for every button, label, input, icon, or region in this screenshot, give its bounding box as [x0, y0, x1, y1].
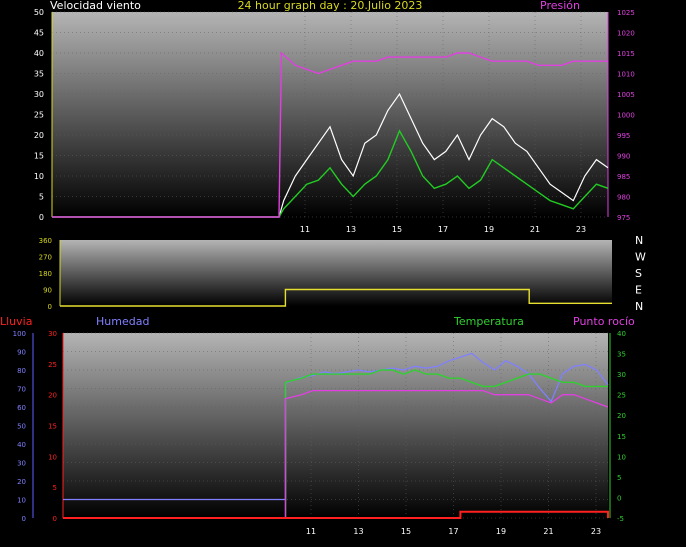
pressure-y-tick-label: 1010	[617, 71, 635, 79]
temperature-y-tick-label: 35	[617, 351, 626, 359]
temperature-label: Temperatura	[453, 315, 524, 328]
rain-y-tick-label: 10	[48, 453, 57, 461]
pressure-y-tick-label: 980	[617, 194, 630, 202]
wind-y-tick-label: 25	[34, 111, 44, 120]
direction-y-tick-label: 360	[39, 237, 52, 245]
temperature-y-tick-label: 10	[617, 453, 626, 461]
dewpoint-line	[63, 389, 609, 519]
wind-speed-label: Velocidad viento	[50, 0, 141, 12]
wind-x-tick-label: 15	[392, 225, 402, 234]
pressure-label: Presión	[540, 0, 580, 12]
rain-y-tick-label: 30	[48, 330, 57, 338]
climate-x-tick-label: 17	[448, 527, 458, 536]
wind-y-tick-label: 0	[39, 213, 44, 222]
pressure-y-tick-label: 1005	[617, 91, 635, 99]
compass-label: W	[635, 251, 646, 264]
direction-plot-area	[60, 240, 612, 306]
climate-x-tick-label: 21	[543, 527, 553, 536]
pressure-y-tick-label: 975	[617, 214, 630, 222]
wind-x-tick-label: 23	[576, 225, 586, 234]
direction-y-tick-label: 90	[43, 287, 52, 295]
wind-speed-line	[52, 92, 609, 218]
temperature-y-tick-label: 15	[617, 433, 626, 441]
direction-y-tick-label: 0	[48, 303, 52, 311]
humidity-y-tick-label: 10	[17, 497, 26, 505]
temperature-y-tick-label: 25	[617, 392, 626, 400]
temperature-y-tick-label: 20	[617, 412, 626, 420]
humidity-y-tick-label: 60	[17, 404, 26, 412]
pressure-y-tick-label: 1020	[617, 30, 635, 38]
pressure-y-tick-label: 1025	[617, 9, 635, 17]
wind-y-tick-label: 30	[34, 90, 44, 99]
humidity-y-tick-label: 90	[17, 349, 26, 357]
climate-x-tick-label: 13	[353, 527, 363, 536]
wind-y-tick-label: 40	[34, 49, 44, 58]
rain-y-tick-label: 20	[48, 392, 57, 400]
humidity-y-tick-label: 80	[17, 367, 26, 375]
humidity-y-tick-label: 0	[22, 515, 26, 523]
wind-y-tick-label: 35	[34, 70, 44, 79]
compass-label: N	[635, 300, 643, 313]
pressure-line	[52, 51, 608, 218]
temperature-line	[63, 369, 608, 519]
pressure-y-tick-label: 990	[617, 153, 630, 161]
humidity-y-tick-label: 100	[13, 330, 26, 338]
humidity-line	[63, 352, 609, 501]
wind-x-tick-label: 17	[438, 225, 448, 234]
compass-label: S	[635, 267, 642, 280]
humidity-y-tick-label: 50	[17, 423, 26, 431]
data-series	[52, 51, 612, 519]
wind-x-tick-label: 11	[300, 225, 310, 234]
humidity-y-tick-label: 30	[17, 460, 26, 468]
rain-line	[63, 510, 609, 519]
pressure-y-tick-label: 1015	[617, 50, 635, 58]
wind-y-tick-label: 10	[34, 172, 44, 181]
climate-x-tick-label: 19	[496, 527, 506, 536]
rain-y-tick-label: 15	[48, 423, 57, 431]
pressure-y-tick-label: 1000	[617, 112, 635, 120]
rain-y-tick-label: 0	[53, 515, 57, 523]
humidity-y-tick-label: 20	[17, 478, 26, 486]
climate-x-tick-label: 15	[401, 527, 411, 536]
climate-x-tick-label: 23	[591, 527, 601, 536]
compass-label: E	[635, 284, 642, 297]
pressure-y-tick-label: 995	[617, 132, 630, 140]
climate-x-tick-label: 11	[306, 527, 316, 536]
wind-x-tick-label: 21	[530, 225, 540, 234]
humidity-y-tick-label: 70	[17, 386, 26, 394]
wind-y-tick-label: 50	[34, 8, 44, 17]
humidity-label: Humedad	[96, 315, 149, 328]
wind-y-tick-label: 15	[34, 152, 44, 161]
chart-title: 24 hour graph day : 20.Julio 2023	[238, 0, 423, 12]
pressure-y-tick-label: 985	[617, 173, 630, 181]
tick-labels: 5045403530252015105010251020101510101005…	[13, 8, 635, 536]
temperature-y-tick-label: -5	[617, 515, 624, 523]
wind-direction-line	[60, 288, 612, 307]
temperature-y-tick-label: 40	[617, 330, 626, 338]
rain-label: Lluvia	[0, 315, 32, 328]
dewpoint-label: Punto rocío	[573, 315, 635, 328]
wind-y-tick-label: 45	[34, 29, 44, 38]
humidity-y-tick-label: 40	[17, 441, 26, 449]
wind-y-tick-label: 20	[34, 131, 44, 140]
rain-y-tick-label: 25	[48, 361, 57, 369]
wind-x-tick-label: 13	[346, 225, 356, 234]
temperature-y-tick-label: 30	[617, 371, 626, 379]
wind-x-tick-label: 19	[484, 225, 494, 234]
direction-y-tick-label: 270	[39, 254, 52, 262]
temperature-y-tick-label: 0	[617, 494, 621, 502]
direction-y-tick-label: 180	[39, 270, 52, 278]
temperature-y-tick-label: 5	[617, 474, 621, 482]
wind-y-tick-label: 5	[39, 193, 44, 202]
rain-y-tick-label: 5	[53, 484, 57, 492]
wind-average-line	[52, 129, 609, 218]
compass-label: N	[635, 234, 643, 247]
